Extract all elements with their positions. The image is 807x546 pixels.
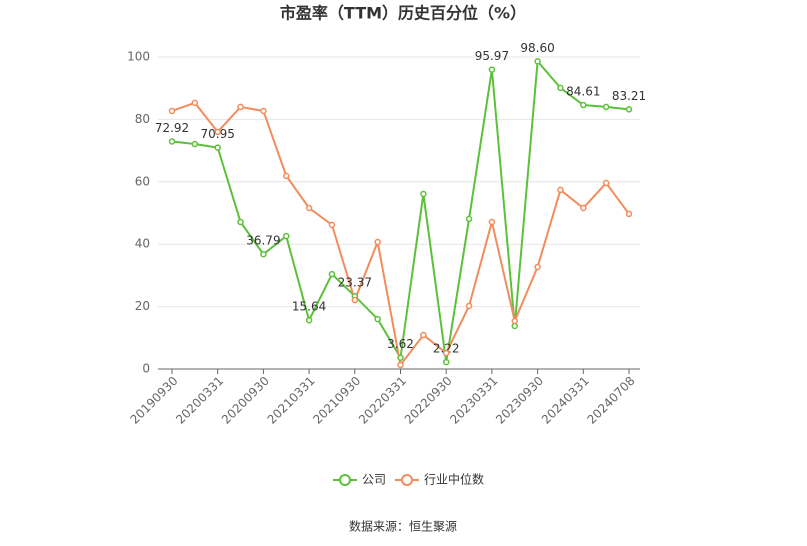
data-label: 72.92 <box>155 121 189 135</box>
data-label: 2.22 <box>433 342 460 356</box>
x-tick-label: 20230331 <box>447 374 500 427</box>
point <box>580 204 587 212</box>
data-label: 84.61 <box>566 85 600 99</box>
x-tick-label: 20240331 <box>539 374 592 427</box>
x-tick-label: 20190930 <box>128 374 181 427</box>
point <box>168 138 176 145</box>
point <box>237 218 244 226</box>
x-tick-label: 20240708 <box>585 374 638 427</box>
legend-label: 公司 <box>362 473 386 487</box>
point <box>191 140 199 148</box>
x-tick-label: 20220930 <box>402 374 455 427</box>
point <box>488 66 496 73</box>
point <box>214 128 221 136</box>
point <box>214 144 221 151</box>
point <box>442 358 450 366</box>
data-label: 36.79 <box>246 234 280 248</box>
legend-marker <box>401 474 413 486</box>
x-tick-label: 20200930 <box>219 374 272 427</box>
x-tick-label: 20230930 <box>493 374 546 427</box>
point <box>305 204 313 212</box>
point <box>374 315 381 323</box>
point <box>442 349 450 357</box>
point <box>420 190 427 198</box>
y-tick-label: 0 <box>142 362 150 376</box>
point <box>168 107 176 115</box>
point <box>580 101 587 109</box>
data-label: 15.64 <box>292 300 326 314</box>
point <box>534 58 541 65</box>
point <box>511 317 518 325</box>
series-line <box>171 101 630 368</box>
data-label: 23.37 <box>338 276 372 290</box>
point <box>305 316 313 324</box>
legend-marker <box>339 474 351 486</box>
point <box>328 270 336 278</box>
point <box>488 218 496 226</box>
point <box>237 103 244 111</box>
y-tick-label: 20 <box>135 299 150 313</box>
point <box>465 302 473 310</box>
point <box>557 186 564 194</box>
point <box>602 179 610 187</box>
point <box>397 361 404 369</box>
data-label: 3.62 <box>387 337 414 351</box>
y-tick-label: 40 <box>135 237 150 251</box>
point <box>374 238 381 246</box>
point <box>191 99 199 107</box>
data-label: 95.97 <box>475 49 509 63</box>
source-note: 数据来源：恒生聚源 <box>349 519 457 534</box>
legend-item[interactable]: 公司 <box>333 473 386 487</box>
point <box>260 107 267 115</box>
point <box>625 210 633 218</box>
point <box>557 84 564 92</box>
point <box>283 232 290 240</box>
y-tick-label: 60 <box>135 174 150 188</box>
x-tick-label: 20220331 <box>356 374 409 427</box>
point <box>260 250 267 258</box>
y-tick-label: 100 <box>127 50 150 64</box>
point <box>351 296 359 304</box>
chart-title: 市盈率（TTM）历史百分位（%） <box>280 4 526 23</box>
point <box>420 331 427 339</box>
x-tick-label: 20210331 <box>265 374 318 427</box>
point <box>602 103 610 111</box>
legend-item[interactable]: 行业中位数 <box>395 472 484 487</box>
y-tick-label: 80 <box>135 112 150 126</box>
point <box>465 215 473 223</box>
point <box>328 221 336 229</box>
point <box>625 106 633 113</box>
x-tick-label: 20210930 <box>310 374 363 427</box>
data-label: 83.21 <box>612 89 646 103</box>
point <box>534 263 541 271</box>
data-label: 98.60 <box>520 41 554 55</box>
x-tick-label: 20200331 <box>173 374 226 427</box>
legend-label: 行业中位数 <box>424 472 484 487</box>
point <box>283 172 290 180</box>
point <box>397 354 404 361</box>
